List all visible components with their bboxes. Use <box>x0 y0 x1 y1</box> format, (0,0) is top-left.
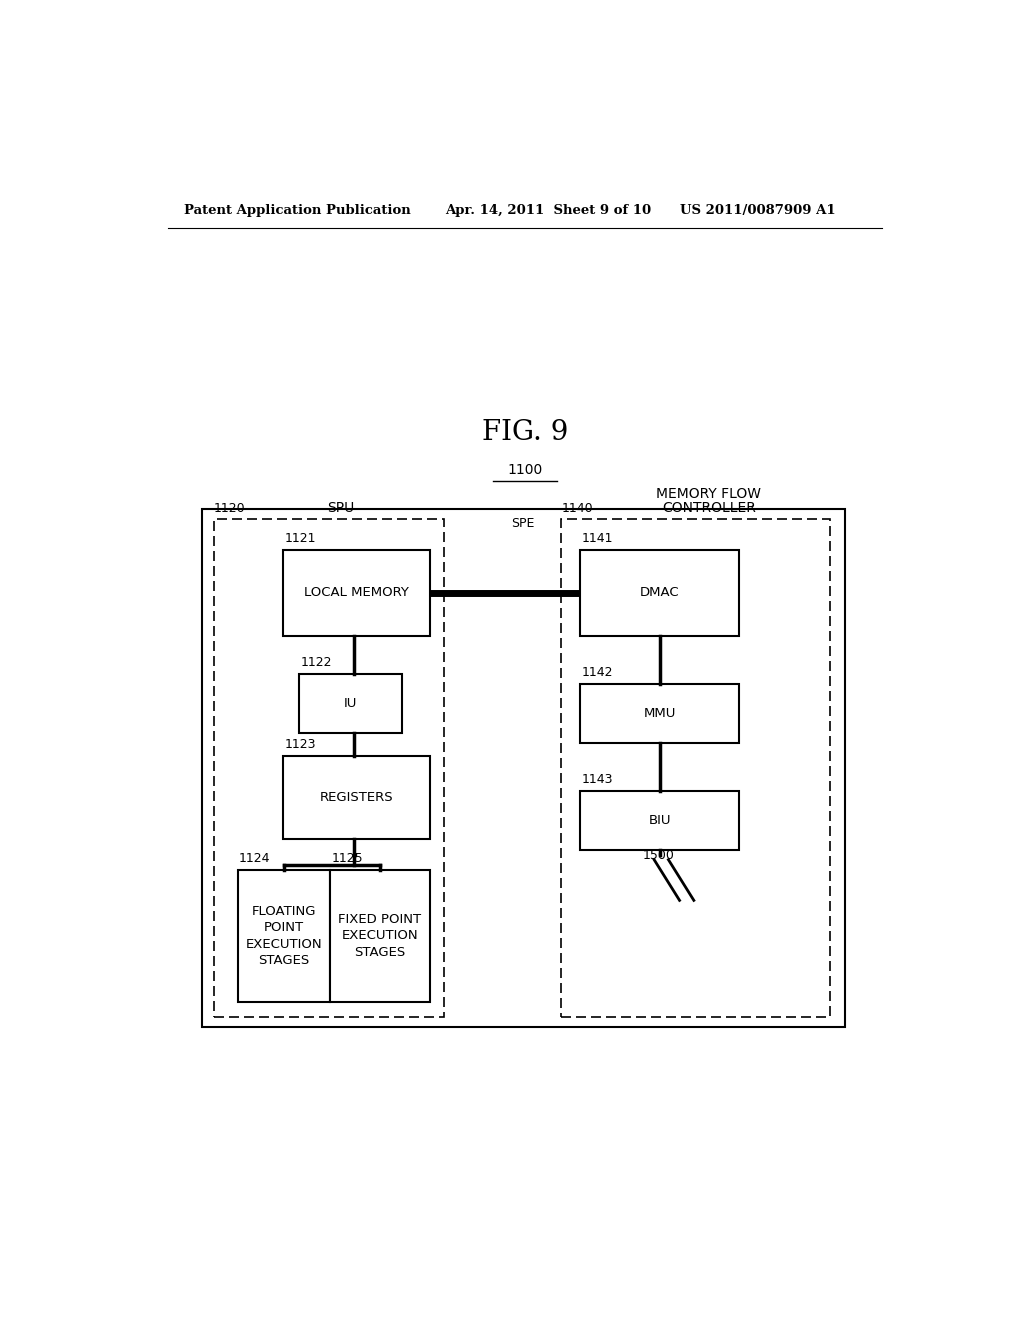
Text: 1125: 1125 <box>332 851 364 865</box>
Text: 1123: 1123 <box>285 738 315 751</box>
Text: SPE: SPE <box>512 517 535 531</box>
Bar <box>560 519 830 1018</box>
Text: 1100: 1100 <box>507 463 543 478</box>
Text: LOCAL MEMORY: LOCAL MEMORY <box>304 586 409 599</box>
Bar <box>331 870 430 1002</box>
Text: MMU: MMU <box>643 706 676 719</box>
Text: DMAC: DMAC <box>640 586 680 599</box>
Bar <box>581 684 739 743</box>
Bar <box>238 870 331 1002</box>
Text: Patent Application Publication: Patent Application Publication <box>183 205 411 218</box>
Text: REGISTERS: REGISTERS <box>319 791 393 804</box>
Text: FIXED POINT
EXECUTION
STAGES: FIXED POINT EXECUTION STAGES <box>338 913 422 958</box>
Bar <box>202 510 845 1027</box>
Bar <box>283 756 430 840</box>
Text: 1141: 1141 <box>582 532 613 545</box>
Text: IU: IU <box>343 697 357 710</box>
Bar <box>581 549 739 636</box>
Text: 1140: 1140 <box>562 502 594 515</box>
Text: CONTROLLER: CONTROLLER <box>662 502 756 515</box>
Bar <box>299 673 401 733</box>
Text: BIU: BIU <box>648 813 671 826</box>
Text: Apr. 14, 2011  Sheet 9 of 10: Apr. 14, 2011 Sheet 9 of 10 <box>445 205 651 218</box>
Text: 1122: 1122 <box>300 656 332 669</box>
Text: 1121: 1121 <box>285 532 315 545</box>
Text: 1143: 1143 <box>582 772 613 785</box>
Text: 1120: 1120 <box>214 502 246 515</box>
Text: 1142: 1142 <box>582 665 613 678</box>
Text: US 2011/0087909 A1: US 2011/0087909 A1 <box>680 205 836 218</box>
Text: MEMORY FLOW: MEMORY FLOW <box>656 487 762 500</box>
Text: SPU: SPU <box>327 502 354 515</box>
Text: 1124: 1124 <box>240 851 270 865</box>
Text: FLOATING
POINT
EXECUTION
STAGES: FLOATING POINT EXECUTION STAGES <box>246 904 323 968</box>
Bar <box>214 519 443 1018</box>
Text: 1500: 1500 <box>642 849 674 862</box>
Bar <box>283 549 430 636</box>
Bar <box>581 791 739 850</box>
Text: FIG. 9: FIG. 9 <box>481 420 568 446</box>
